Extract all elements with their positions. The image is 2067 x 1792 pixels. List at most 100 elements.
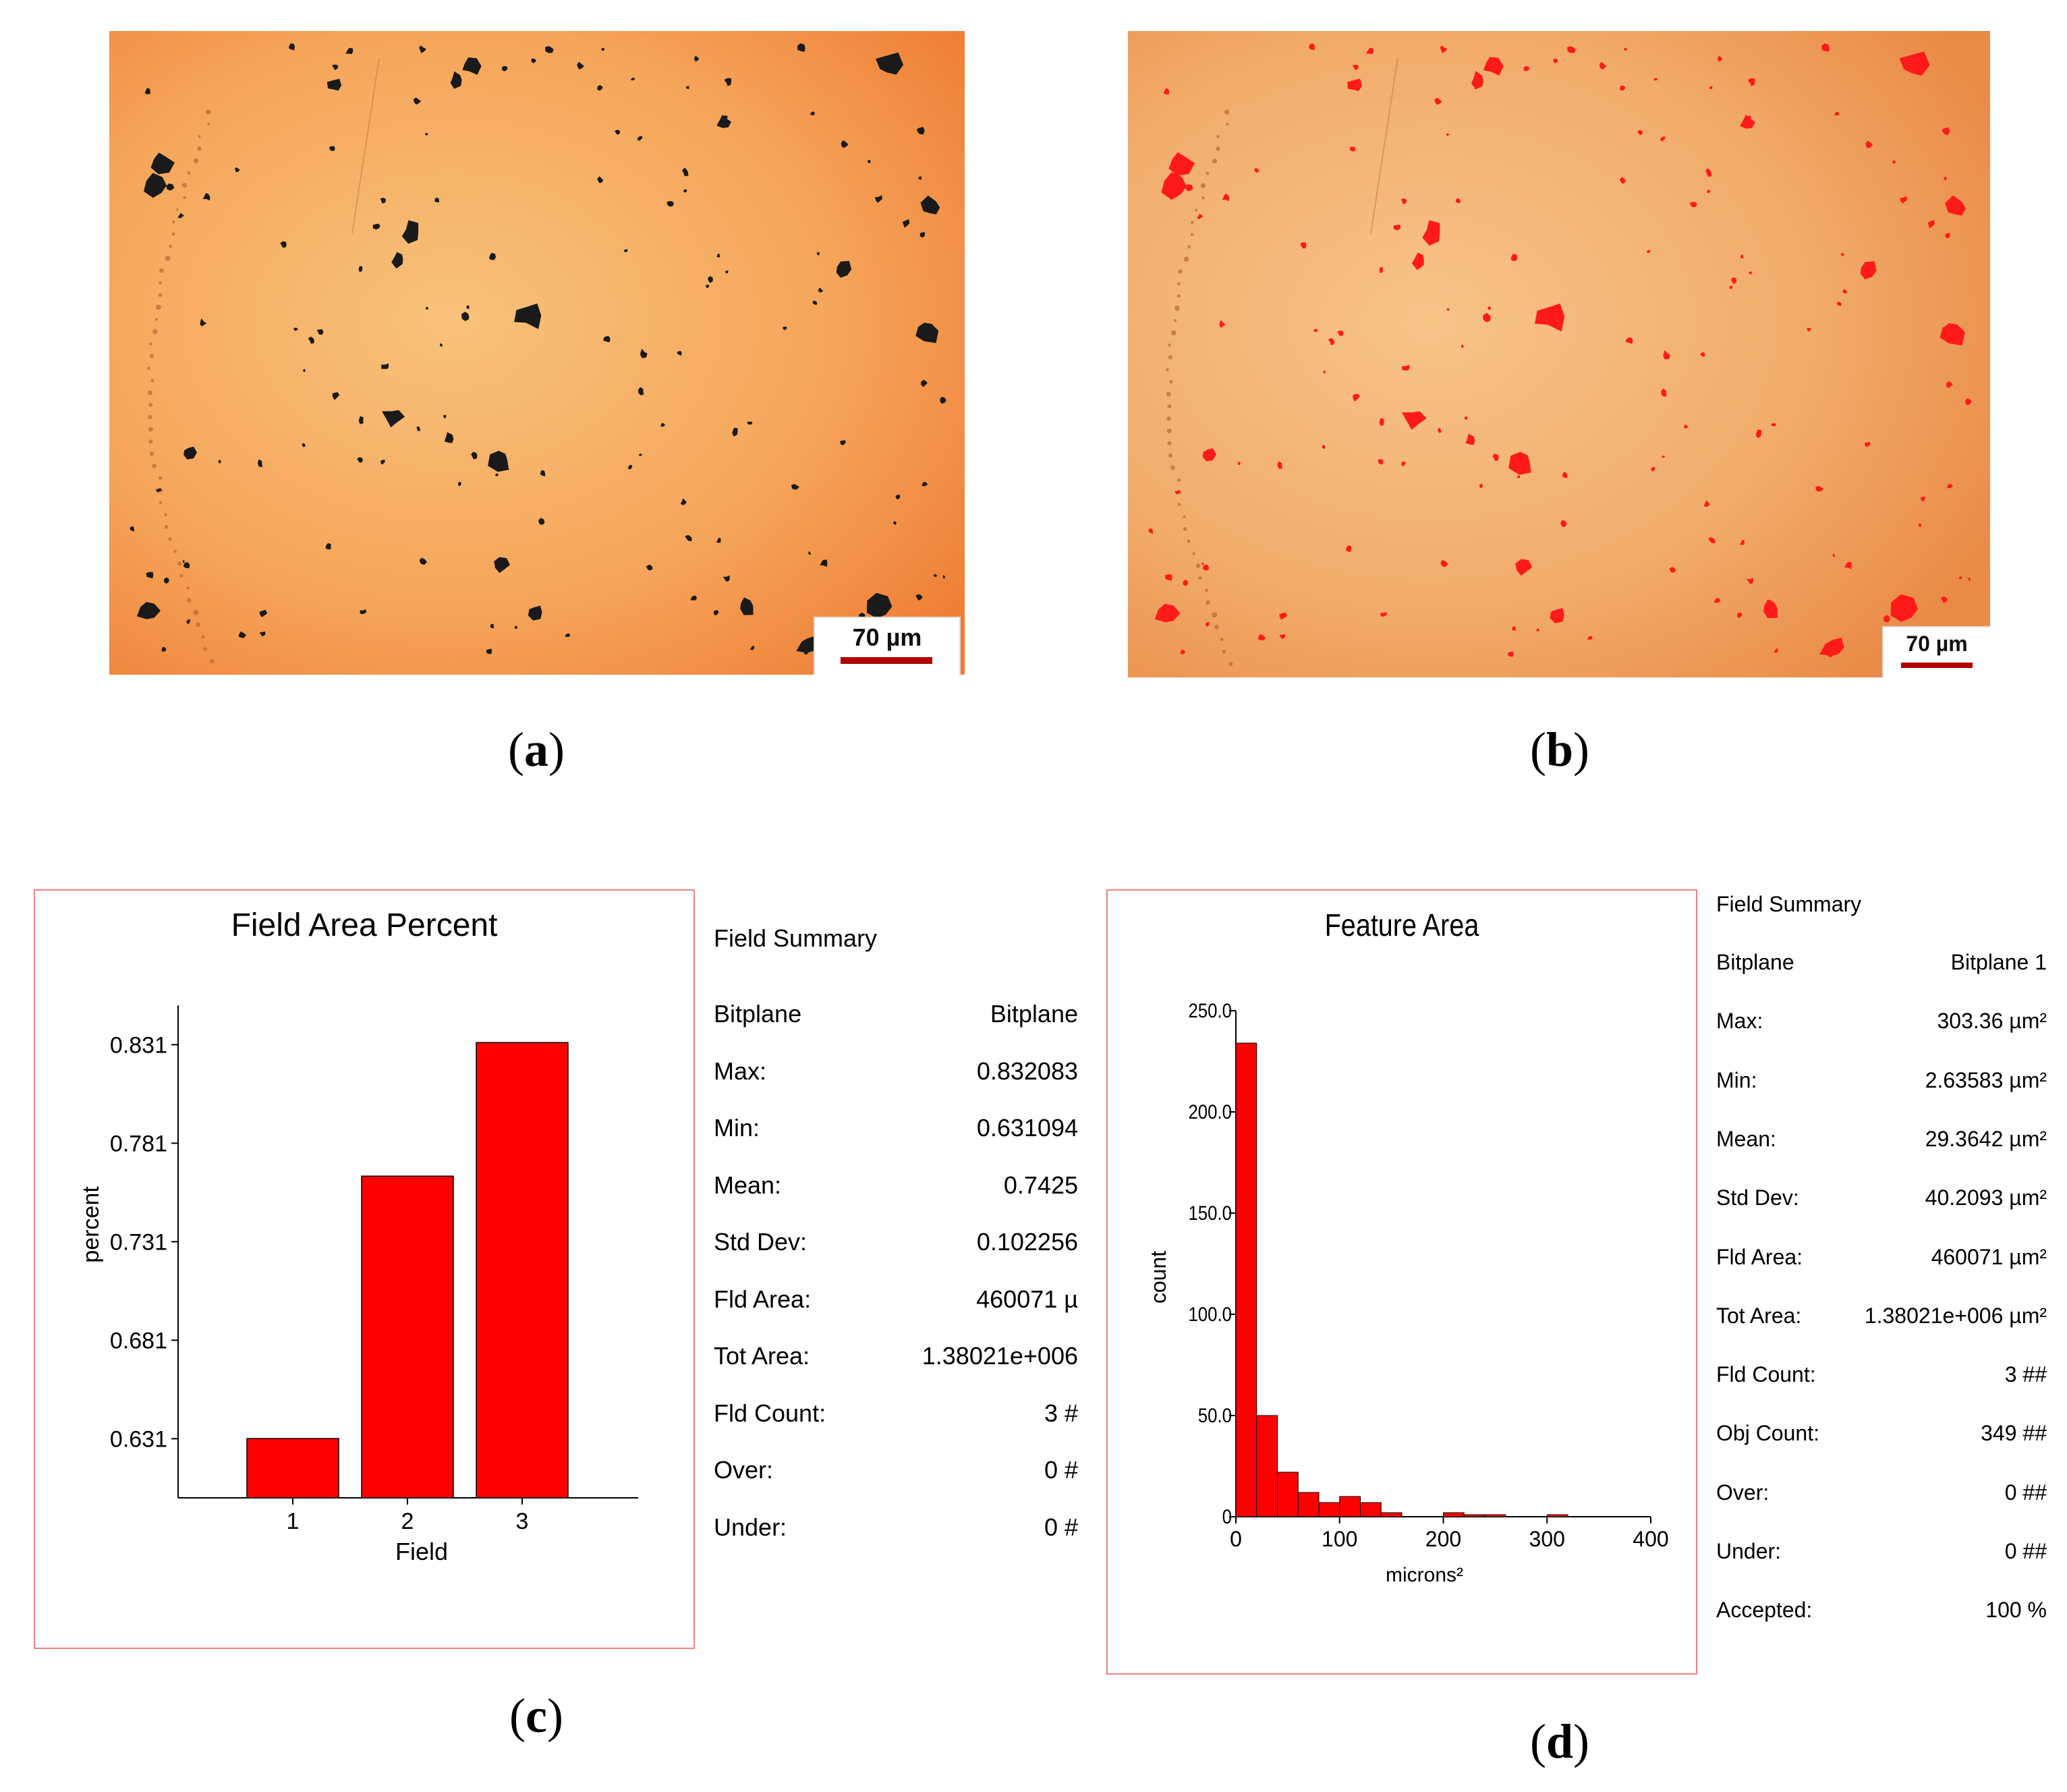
grain-boundary-dot	[149, 354, 154, 358]
chart-d-bar	[1380, 1512, 1403, 1517]
summary-key: Over:	[714, 1456, 774, 1484]
inclusion-particle	[1819, 637, 1844, 656]
inclusion-particle	[820, 559, 828, 567]
grain-boundary-dot	[159, 268, 164, 273]
summary-value: 0 ##	[2004, 1480, 2047, 1505]
chart-d-bar	[1546, 1514, 1568, 1517]
summary-value: 40.2093 µm²	[1925, 1185, 2047, 1210]
inclusion-particle	[462, 57, 482, 75]
inclusion-particle	[1946, 381, 1953, 389]
inclusion-particle	[597, 85, 603, 91]
inclusion-particle	[1345, 545, 1352, 552]
inclusion-particle	[565, 633, 571, 638]
inclusion-particle	[443, 414, 447, 418]
inclusion-particle	[1836, 302, 1842, 306]
inclusion-particle	[915, 323, 939, 343]
inclusion-particle	[345, 48, 353, 55]
inclusion-particle	[1300, 242, 1307, 249]
inclusion-particle	[1461, 344, 1464, 348]
inclusion-particle	[1624, 48, 1628, 51]
grain-boundary-dot	[1167, 404, 1172, 409]
inclusion-particle	[258, 459, 263, 468]
inclusion-particle	[1353, 393, 1360, 402]
inclusion-particle	[1168, 152, 1195, 176]
inclusion-particle	[1834, 111, 1840, 116]
grain-boundary-dot	[148, 403, 153, 408]
grain-boundary-dot	[187, 171, 191, 175]
grain-boundary-dot	[169, 244, 173, 248]
inclusion-particle	[540, 470, 546, 476]
inclusion-particle	[1599, 61, 1607, 70]
inclusion-particle	[1446, 308, 1450, 311]
grain-boundary-dot	[158, 293, 163, 298]
inclusion-particle	[1707, 190, 1711, 194]
inclusion-particle	[918, 176, 922, 180]
inclusion-particle	[919, 232, 926, 238]
inclusion-particle	[1154, 603, 1181, 623]
inclusion-particle	[916, 126, 925, 135]
inclusion-particle	[183, 446, 198, 459]
summary-value: 349 ##	[1981, 1421, 2047, 1446]
grain-boundary-dot	[207, 123, 210, 126]
summary-value: 0.631094	[976, 1114, 1078, 1142]
inclusion-particle	[1446, 133, 1450, 136]
summary-key: Max:	[714, 1057, 767, 1085]
inclusion-particle	[577, 61, 584, 69]
summary-key: Fld Area:	[714, 1285, 812, 1313]
inclusion-particle	[218, 459, 221, 464]
chart-d-plot: 0 50.0 100.0 150.0 200.0 250.0 0 100 200 300 400 mi…	[1146, 999, 1669, 1586]
inclusion-particle	[1774, 648, 1778, 653]
inclusion-particle	[1380, 611, 1388, 617]
inclusion-particle	[1257, 634, 1266, 641]
inclusion-particle	[1393, 224, 1401, 231]
grain-boundary-dot	[154, 318, 159, 321]
grain-boundary-dot	[181, 182, 188, 188]
inclusion-particle	[150, 152, 175, 175]
chart-c-title: Field Area Percent	[231, 907, 498, 943]
inclusion-particle	[740, 597, 754, 615]
chart-d-xtick-label: 0	[1230, 1527, 1242, 1551]
inclusion-particle	[461, 312, 470, 321]
inclusion-particle	[716, 253, 720, 258]
inclusion-particle	[1379, 418, 1384, 426]
grain-boundary-dot	[1169, 380, 1173, 384]
inclusion-particle	[130, 526, 135, 532]
inclusion-particle	[732, 428, 738, 437]
inclusion-particle	[836, 260, 852, 278]
inclusion-particle	[1434, 97, 1442, 105]
grain-boundary-dot	[1212, 159, 1218, 164]
inclusion-particle	[637, 136, 643, 141]
grain-boundary-dot	[156, 304, 161, 310]
inclusion-particle	[1927, 219, 1935, 229]
chart-c-xtick-label: 1	[287, 1509, 300, 1534]
inclusion-particle	[164, 577, 169, 584]
inclusion-particle	[302, 443, 306, 447]
inclusion-particle	[1412, 252, 1424, 271]
chart-d-bar	[1256, 1415, 1278, 1517]
summary-value: 303.36 µm²	[1937, 1009, 2047, 1034]
panel-label-c: (c)	[509, 1689, 563, 1743]
micrograph-b: 70 µm	[1128, 31, 1990, 677]
grain-boundary-dot	[1183, 256, 1189, 262]
grain-boundary-dot	[1170, 465, 1175, 470]
grain-boundary-dot	[177, 561, 182, 566]
scale-bar-a-text: 70 µm	[852, 623, 922, 651]
grain-boundary-dot	[1214, 625, 1219, 629]
inclusion-particle	[1479, 483, 1483, 488]
inclusion-particle	[1488, 306, 1491, 310]
scale-bar-b: 70 µm	[1882, 626, 1990, 677]
inclusion-particle	[360, 609, 367, 615]
grain-boundary-dot	[147, 366, 150, 370]
grain-boundary-dot	[165, 256, 171, 261]
inclusion-particle	[685, 86, 689, 89]
inclusion-particle	[1747, 578, 1754, 584]
summary-key: Mean:	[1716, 1126, 1776, 1151]
inclusion-particle	[293, 327, 298, 331]
inclusion-particle	[380, 198, 387, 204]
inclusion-particle	[316, 329, 324, 335]
summary-value: 0 ##	[2004, 1539, 2047, 1563]
chart-c-frame: Field Area Percent 0.631 0.681 0.731 0.781 0…	[34, 889, 695, 1649]
inclusion-particle	[136, 602, 161, 619]
scratch-line	[1370, 57, 1398, 234]
inclusion-particle	[1222, 193, 1230, 202]
